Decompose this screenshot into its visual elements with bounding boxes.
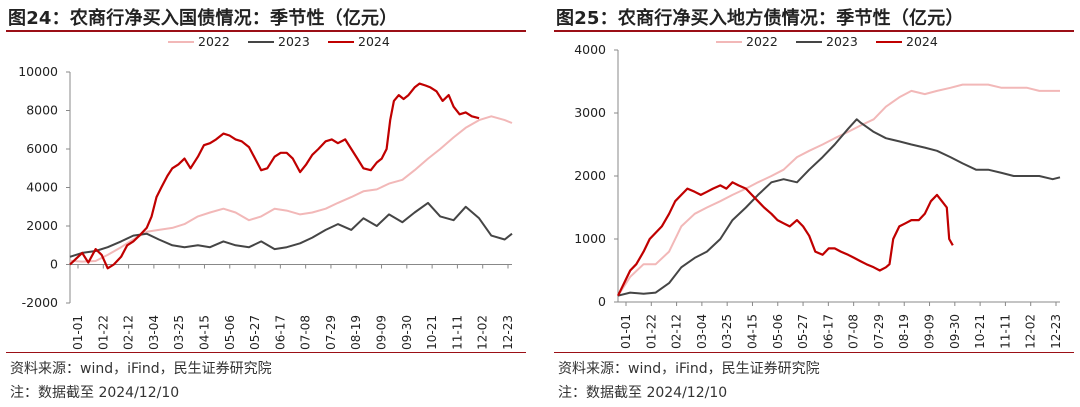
x-tick-label: 11-11 bbox=[450, 315, 464, 350]
x-tick-label: 07-08 bbox=[847, 314, 861, 349]
chart-title-bar: 图25：农商行净买入地方债情况：季节性（亿元） bbox=[554, 4, 1074, 32]
series-line-2023 bbox=[69, 201, 513, 258]
y-tick-label: 8000 bbox=[26, 103, 58, 118]
y-tick-label: 10000 bbox=[18, 64, 58, 79]
x-tick-label: 06-17 bbox=[821, 314, 835, 349]
x-tick-label: 05-27 bbox=[796, 314, 810, 349]
chart-panel-treasury: 图24：农商行净买入国债情况：季节性（亿元） -2000 0 2000 4000 600… bbox=[0, 0, 532, 407]
x-tick-label: 02-12 bbox=[670, 314, 684, 349]
x-tick-label: 12-23 bbox=[501, 315, 515, 350]
x-tick-label: 09-09 bbox=[923, 314, 937, 349]
y-tick-label: 0 bbox=[598, 294, 606, 309]
legend-label-2022: 2022 bbox=[198, 34, 230, 49]
source-note: 资料来源：wind，iFind，民生证券研究院 bbox=[10, 361, 272, 377]
legend-label-2024: 2024 bbox=[358, 34, 390, 49]
source-note: 资料来源：wind，iFind，民生证券研究院 bbox=[558, 361, 820, 377]
x-tick-label: 01-01 bbox=[71, 315, 85, 350]
chart-panel-local-gov: 图25：农商行净买入地方债情况：季节性（亿元） 0 1000 2000 3000 400… bbox=[548, 0, 1080, 407]
chart-title-bar: 图24：农商行净买入国债情况：季节性（亿元） bbox=[6, 4, 526, 32]
x-tick-label: 07-29 bbox=[872, 314, 886, 349]
chart-title: 图25：农商行净买入地方债情况：季节性（亿元） bbox=[556, 8, 964, 29]
x-tick-label: 01-22 bbox=[644, 314, 658, 349]
legend-label-2024: 2024 bbox=[906, 34, 938, 49]
y-tick-label: -2000 bbox=[22, 295, 58, 310]
x-tick-label: 12-23 bbox=[1049, 314, 1063, 349]
y-tick-label: 0 bbox=[50, 257, 58, 272]
series-line-2023 bbox=[617, 118, 1061, 297]
chart-treasury-bonds: -2000 0 2000 4000 6000 8000 10000 01-01 01-22 02-… bbox=[18, 34, 515, 350]
series-line-2024 bbox=[617, 181, 954, 297]
y-tick-label: 6000 bbox=[26, 141, 58, 156]
x-tick-label: 10-21 bbox=[425, 315, 439, 350]
x-tick-label: 02-12 bbox=[122, 315, 136, 350]
legend-label-2023: 2023 bbox=[278, 34, 310, 49]
legend-label-2023: 2023 bbox=[826, 34, 858, 49]
x-tick-label: 04-15 bbox=[197, 315, 211, 350]
x-tick-label: 05-06 bbox=[223, 315, 237, 350]
x-tick-label: 08-19 bbox=[349, 315, 363, 350]
x-tick-label: 09-09 bbox=[375, 315, 389, 350]
x-tick-label: 12-02 bbox=[476, 315, 490, 350]
x-tick-label: 05-06 bbox=[771, 314, 785, 349]
x-tick-label: 01-22 bbox=[96, 315, 110, 350]
x-tick-label: 08-19 bbox=[897, 314, 911, 349]
chart-footer: 资料来源：wind，iFind，民生证券研究院 注：数据截至 2024/12/1… bbox=[554, 352, 1074, 405]
x-tick-label: 12-02 bbox=[1024, 314, 1038, 349]
series-line-2024 bbox=[69, 82, 480, 270]
chart-footer: 资料来源：wind，iFind，民生证券研究院 注：数据截至 2024/12/1… bbox=[6, 352, 526, 405]
x-tick-label: 06-17 bbox=[273, 315, 287, 350]
y-tick-label: 4000 bbox=[26, 180, 58, 195]
y-tick-label: 1000 bbox=[574, 231, 606, 246]
x-tick-label: 10-21 bbox=[973, 314, 987, 349]
chart-local-gov-bonds: 0 1000 2000 3000 4000 01-01 01-22 02-12 03-04 03-… bbox=[574, 34, 1063, 349]
x-tick-label: 03-04 bbox=[147, 315, 161, 350]
y-tick-label: 4000 bbox=[574, 42, 606, 57]
x-tick-label: 04-15 bbox=[745, 314, 759, 349]
y-tick-label: 2000 bbox=[26, 218, 58, 233]
x-tick-label: 11-11 bbox=[998, 314, 1012, 349]
x-tick-label: 03-04 bbox=[695, 314, 709, 349]
x-tick-label: 07-08 bbox=[299, 315, 313, 350]
x-tick-label: 09-30 bbox=[948, 314, 962, 349]
series-line-2022 bbox=[617, 83, 1060, 297]
chart-title: 图24：农商行净买入国债情况：季节性（亿元） bbox=[8, 8, 398, 29]
x-tick-label: 07-29 bbox=[324, 315, 338, 350]
y-tick-label: 3000 bbox=[574, 105, 606, 120]
data-cutoff-note: 注：数据截至 2024/12/10 bbox=[10, 385, 180, 401]
y-tick-label: 2000 bbox=[574, 168, 606, 183]
x-tick-label: 01-01 bbox=[619, 314, 633, 349]
x-tick-label: 03-25 bbox=[172, 315, 186, 350]
x-tick-label: 09-30 bbox=[400, 315, 414, 350]
data-cutoff-note: 注：数据截至 2024/12/10 bbox=[558, 385, 728, 401]
x-tick-label: 05-27 bbox=[248, 315, 262, 350]
x-tick-label: 03-25 bbox=[720, 314, 734, 349]
legend-label-2022: 2022 bbox=[746, 34, 778, 49]
